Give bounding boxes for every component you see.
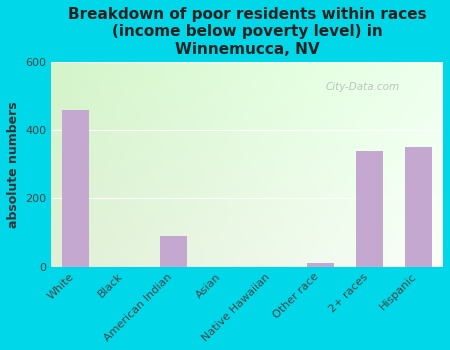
Title: Breakdown of poor residents within races
(income below poverty level) in
Winnemu: Breakdown of poor residents within races… xyxy=(68,7,427,57)
Bar xyxy=(63,110,90,266)
Bar xyxy=(356,150,383,266)
Y-axis label: absolute numbers: absolute numbers xyxy=(7,101,20,228)
Bar xyxy=(405,147,432,266)
Text: City-Data.com: City-Data.com xyxy=(326,82,400,92)
Bar xyxy=(160,236,187,266)
Bar xyxy=(307,263,334,266)
